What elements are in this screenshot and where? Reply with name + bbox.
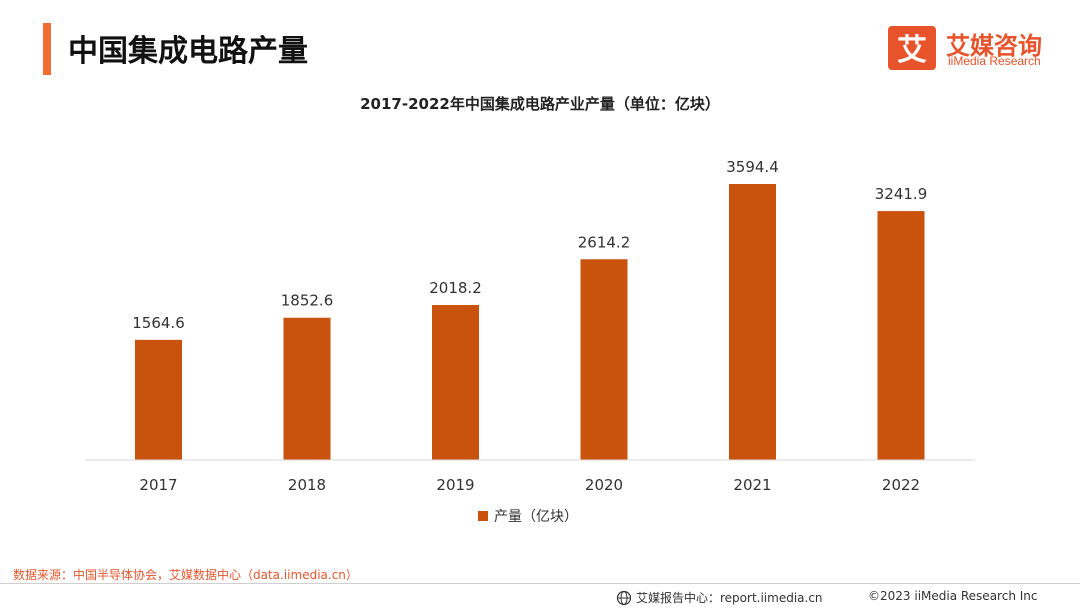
iimedia-logo: 艾 艾媒咨询 iiMedia Research: [888, 26, 1066, 72]
logo-cn-text: 艾媒咨询: [946, 32, 1042, 60]
bar-2021: [729, 184, 776, 460]
legend: 产量（亿块）: [478, 509, 578, 525]
x-tick-2020: 2020: [585, 476, 623, 494]
data-label-2022: 3241.9: [875, 185, 928, 203]
bar-2022: [877, 211, 925, 460]
page-title: 中国集成电路产量: [68, 34, 308, 69]
x-tick-2022: 2022: [882, 476, 920, 494]
data-source: 数据来源：中国半导体协会，艾媒数据中心（data.iimedia.cn）: [13, 568, 358, 582]
data-label-2018: 1852.6: [281, 292, 334, 310]
legend-label: 产量（亿块）: [494, 509, 578, 525]
footer-divider: [0, 583, 1080, 584]
bar-2019: [432, 305, 479, 460]
x-tick-2018: 2018: [288, 476, 326, 494]
footer-report-text: 艾媒报告中心：report.iimedia.cn: [636, 591, 823, 605]
x-tick-2017: 2017: [139, 476, 177, 494]
title-accent-bar: [43, 23, 51, 75]
globe-icon: [616, 590, 632, 605]
chart-title: 2017-2022年中国集成电路产业产量（单位：亿块）: [360, 95, 720, 113]
bar-group: 1564.6 1852.6 2018.2 2614.2 3594.4 3241.9: [132, 158, 927, 460]
logo-mark-text: 艾: [897, 33, 927, 68]
footer-copyright: ©2023 iiMedia Research Inc: [868, 589, 1038, 603]
data-label-2020: 2614.2: [578, 233, 631, 251]
data-label-2019: 2018.2: [429, 279, 482, 297]
bar-2020: [580, 259, 628, 460]
x-tick-2021: 2021: [733, 476, 771, 494]
footer-report: 艾媒报告中心：report.iimedia.cn: [616, 589, 823, 606]
x-tick-2019: 2019: [436, 476, 474, 494]
data-label-2017: 1564.6: [132, 314, 185, 332]
bar-2017: [135, 339, 182, 460]
logo-en-text: iiMedia Research: [948, 54, 1041, 68]
bar-chart: 2017-2022年中国集成电路产业产量（单位：亿块） 1564.6 1852.6…: [85, 95, 975, 525]
legend-swatch: [478, 511, 488, 521]
bar-2018: [283, 317, 331, 460]
x-tick-labels: 2017 2018 2019 2020 2021 2022: [139, 476, 920, 494]
data-label-2021: 3594.4: [726, 158, 779, 176]
logo-mark-icon: 艾: [888, 26, 936, 70]
